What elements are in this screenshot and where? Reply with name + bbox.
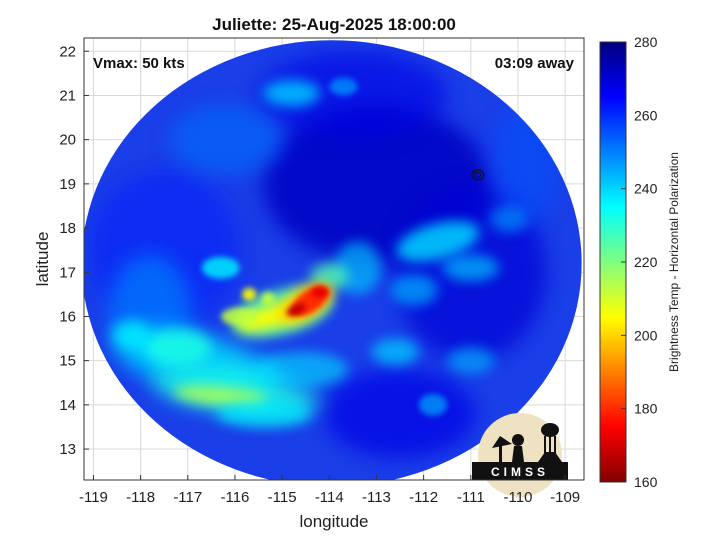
- brightness-patch: [263, 79, 320, 107]
- x-tick-label: -118: [126, 489, 155, 506]
- brightness-patch: [201, 256, 240, 279]
- colorbar-tick-label: 220: [634, 254, 658, 270]
- colorbar-tick-label: 240: [634, 181, 658, 197]
- logo-text: CIMSS: [491, 465, 549, 479]
- cloud-contour: [471, 169, 485, 181]
- y-axis-ticks: 13 14 15 16 17 18 19 20 21 22: [59, 43, 89, 458]
- colorbar-tick-label: 260: [634, 107, 658, 123]
- y-axis-label: latitude: [33, 232, 52, 287]
- brightness-patch: [447, 347, 495, 374]
- brightness-patch: [489, 205, 528, 233]
- brightness-patch: [145, 329, 212, 366]
- y-tick-label: 13: [59, 441, 76, 458]
- brightness-patch: [311, 286, 329, 298]
- x-tick-label: -111: [457, 489, 485, 506]
- x-tick-label: -119: [79, 489, 108, 506]
- brightness-patch: [253, 351, 349, 388]
- y-tick-label: 21: [59, 87, 76, 104]
- brightness-patch: [286, 303, 306, 317]
- brightness-patch: [324, 369, 476, 458]
- y-tick-label: 18: [59, 220, 76, 237]
- brightness-patch: [173, 386, 268, 406]
- brightness-patch: [260, 292, 276, 306]
- brightness-patch: [442, 254, 500, 282]
- x-tick-label: -115: [268, 489, 297, 506]
- x-tick-label: -117: [173, 489, 202, 506]
- y-tick-label: 19: [59, 176, 76, 193]
- brightness-patch: [418, 393, 448, 416]
- brightness-patch: [396, 221, 480, 262]
- x-tick-label: -113: [362, 489, 391, 506]
- chart-title: Juliette: 25-Aug-2025 18:00:00: [212, 15, 456, 34]
- colorbar-tick-label: 160: [634, 474, 658, 490]
- brightness-patch: [390, 274, 438, 306]
- axes-frame: [83, 37, 585, 481]
- time-away-annotation: 03:09 away: [495, 55, 575, 72]
- y-tick-label: 14: [59, 397, 76, 414]
- y-tick-label: 17: [59, 264, 76, 281]
- colorbar-tick-label: 180: [634, 401, 658, 417]
- x-tick-label: -112: [409, 489, 438, 506]
- brightness-patch: [220, 307, 259, 326]
- colorbar: 160 180 200 220 240 260 280 Brightness Temp - …: [599, 34, 681, 490]
- brightness-patch: [216, 400, 311, 427]
- swath-image: [84, 40, 582, 480]
- y-tick-label: 15: [59, 353, 76, 370]
- x-axis-label: longitude: [299, 512, 368, 531]
- brightness-patch: [112, 320, 151, 348]
- vmax-annotation: Vmax: 50 kts: [93, 55, 185, 72]
- cloud-contour: [474, 172, 482, 179]
- colorbar-label: Brightness Temp - Horizontal Polarizatio…: [667, 152, 681, 372]
- x-tick-label: -114: [315, 489, 344, 506]
- brightness-patch: [329, 77, 358, 96]
- y-tick-label: 22: [59, 43, 76, 60]
- brightness-patch: [258, 51, 448, 140]
- y-tick-label: 20: [59, 132, 76, 149]
- y-tick-label: 16: [59, 308, 76, 325]
- isolated-cloud-marker: [471, 169, 485, 181]
- brightness-patch: [242, 287, 257, 301]
- x-axis-ticks: -119 -118 -117 -116 -115 -114 -113 -112 -111 -110…: [79, 475, 580, 506]
- x-tick-label: -110: [504, 489, 533, 506]
- colorbar-tick-label: 280: [634, 34, 658, 50]
- colorbar-tick-label: 200: [634, 327, 658, 343]
- brightness-patch: [168, 104, 283, 176]
- x-tick-label: -116: [220, 489, 249, 506]
- x-tick-label: -109: [550, 489, 580, 506]
- cimss-logo: CIMSS: [472, 413, 568, 497]
- brightness-patch: [371, 338, 419, 366]
